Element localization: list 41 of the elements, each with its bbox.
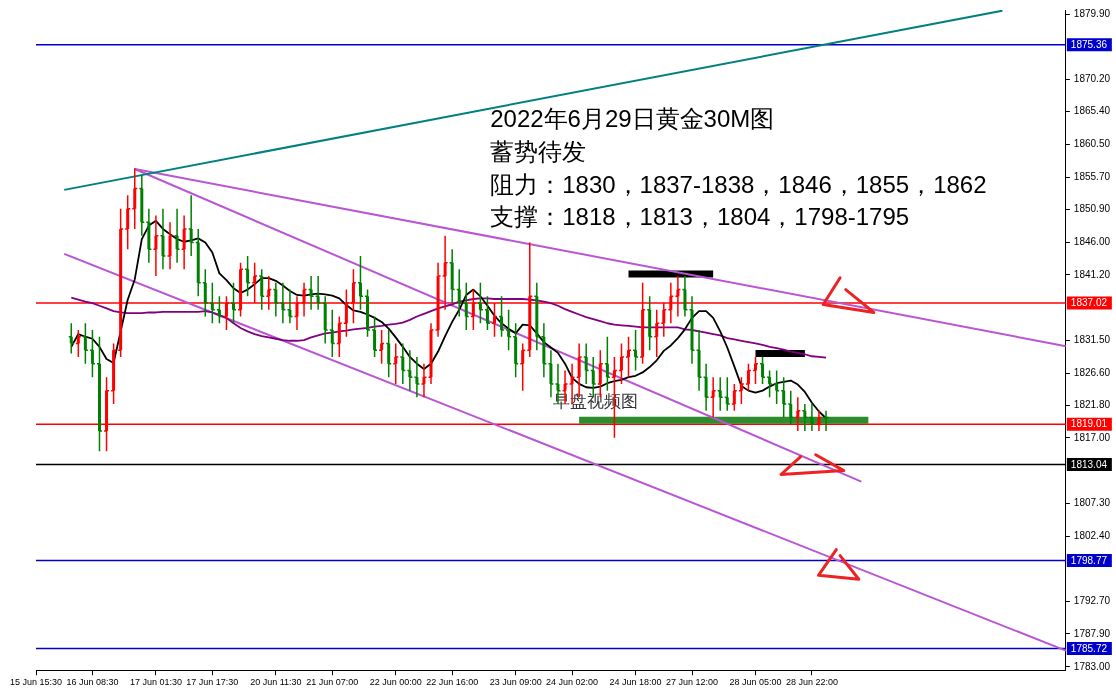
- y-tick-label: 1802.40: [1073, 529, 1111, 541]
- annotation: 阻力：1830，1837-1838，1846，1855，1862: [490, 170, 987, 198]
- x-tick-label: 15 Jun 15:30: [9, 677, 63, 688]
- y-tick-label: 1850.90: [1073, 203, 1111, 215]
- ref-line-label: 1875.36: [1070, 38, 1108, 50]
- y-tick-label: 1860.50: [1073, 138, 1111, 150]
- y-tick-label: 1821.80: [1073, 399, 1111, 411]
- ref-line-label: 1785.72: [1070, 642, 1108, 654]
- x-tick-label: 23 Jun 09:00: [489, 677, 542, 688]
- y-tick-label: 1855.70: [1073, 170, 1111, 182]
- ref-line-label: 1813.04: [1070, 458, 1108, 470]
- y-tick-label: 1792.70: [1073, 595, 1111, 607]
- x-tick-label: 22 Jun 16:00: [426, 677, 479, 688]
- ref-line-label: 1837.02: [1070, 297, 1108, 309]
- x-tick-label: 17 Jun 17:30: [186, 677, 239, 688]
- ref-line-label: 1819.01: [1070, 418, 1108, 430]
- x-tick-label: 16 Jun 08:30: [66, 677, 119, 688]
- y-tick-label: 1787.90: [1073, 627, 1111, 639]
- y-tick-label: 1826.60: [1073, 366, 1111, 378]
- y-tick-label: 1807.30: [1073, 496, 1111, 508]
- x-tick-label: 24 Jun 18:00: [609, 677, 662, 688]
- x-tick-label: 22 Jun 00:00: [369, 677, 422, 688]
- y-tick-label: 1831.50: [1073, 333, 1111, 345]
- x-tick-label: 17 Jun 01:30: [129, 677, 182, 688]
- x-tick-label: 21 Jun 07:00: [306, 677, 359, 688]
- ref-line-label: 1798.77: [1070, 554, 1108, 566]
- y-tick-label: 1846.00: [1073, 236, 1111, 248]
- y-tick-label: 1870.20: [1073, 73, 1111, 85]
- y-tick-label: 1817.00: [1073, 431, 1111, 443]
- x-tick-label: 24 Jun 02:00: [546, 677, 599, 688]
- y-tick-label: 1865.40: [1073, 105, 1111, 117]
- text: 蓄势待发: [490, 137, 587, 165]
- x-tick-label: 27 Jun 12:00: [665, 677, 719, 688]
- y-tick-label: 1783.00: [1073, 660, 1111, 672]
- annotation: 支撑：1818，1813，1804，1798-1795: [490, 203, 910, 231]
- y-tick-label: 1879.90: [1073, 7, 1111, 19]
- x-tick-label: 28 Jun 05:00: [729, 677, 782, 688]
- y-tick-label: 1841.20: [1073, 268, 1111, 280]
- x-tick-label: 28 Jun 22:00: [785, 677, 838, 688]
- x-tick-label: 20 Jun 11:30: [250, 677, 302, 688]
- text: 2022年6月29日黄金30M图: [490, 105, 775, 133]
